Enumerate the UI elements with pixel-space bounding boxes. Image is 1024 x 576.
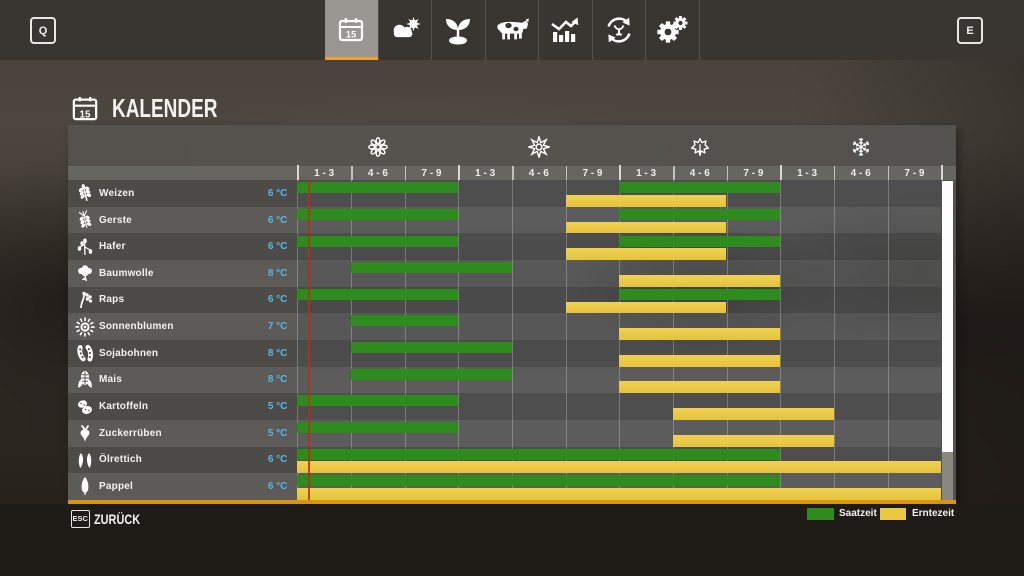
svg-text:15: 15	[346, 30, 357, 41]
svg-text:15: 15	[80, 109, 91, 120]
